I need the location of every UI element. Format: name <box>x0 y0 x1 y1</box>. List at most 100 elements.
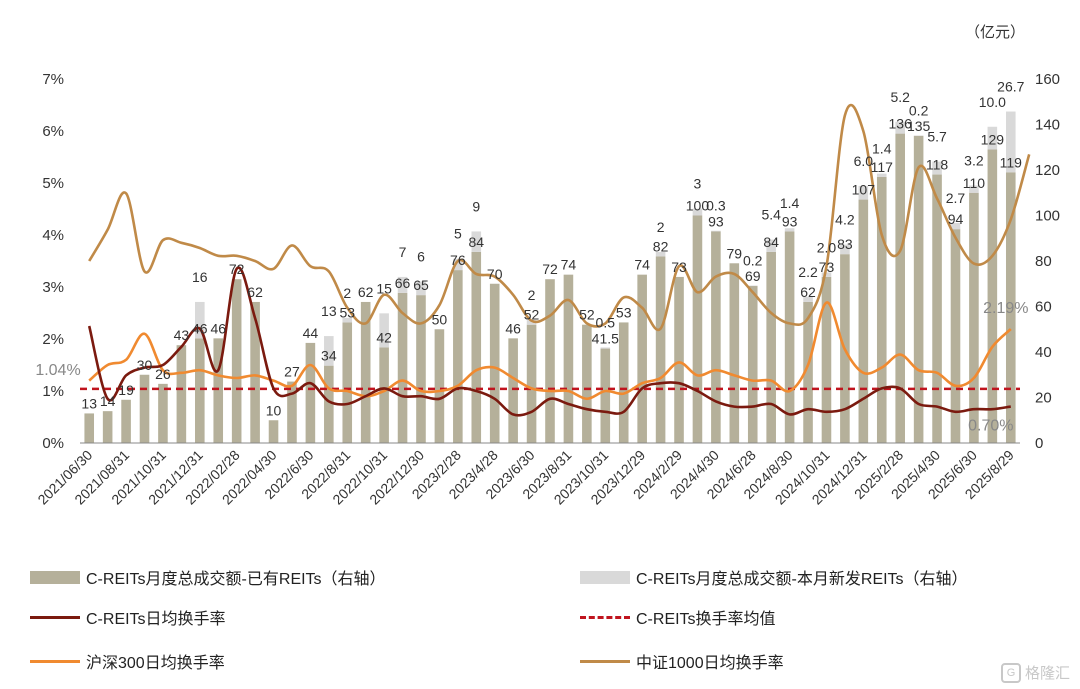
bar-label-existing: 100 <box>686 198 710 214</box>
bar-label-new: 26.7 <box>997 79 1024 95</box>
bar-existing <box>545 279 555 443</box>
bar-existing <box>471 251 482 443</box>
bar-label-existing: 93 <box>782 213 798 229</box>
bar-existing <box>176 345 187 443</box>
y-left-tick-label: 4% <box>42 227 64 244</box>
bar-new <box>324 336 334 366</box>
y-left-tick-label: 1% <box>42 383 64 400</box>
bar-label-existing: 93 <box>708 213 724 229</box>
bar-existing <box>969 192 979 443</box>
bar-label-new: 1.4 <box>780 195 800 211</box>
bar-label-existing: 107 <box>852 182 876 198</box>
bar-label-existing: 62 <box>247 284 263 300</box>
bar-label-existing: 119 <box>1000 154 1023 170</box>
bar-existing <box>987 149 998 443</box>
bar-label-existing: 53 <box>339 304 355 320</box>
legend-label-new: C-REITs月度总成交额-本月新发REITs（右轴） <box>636 571 968 588</box>
bar-existing <box>729 263 740 443</box>
y-right-tick-label: 80 <box>1035 253 1052 270</box>
bar-label-existing: 94 <box>948 211 964 227</box>
bar-existing <box>858 199 869 443</box>
legend-swatch-mean <box>580 615 630 619</box>
bar-label-new: 1.4 <box>872 141 892 157</box>
legend-swatch-new <box>580 570 630 584</box>
bar-existing <box>379 347 389 443</box>
bar-label-existing: 27 <box>284 364 300 380</box>
y-right-tick-label: 140 <box>1035 117 1060 134</box>
y-right-tick-label: 40 <box>1035 344 1052 361</box>
bar-label-new: 10.0 <box>979 94 1006 110</box>
bar-label-existing: 46 <box>505 320 521 336</box>
y-right-unit: （亿元） <box>965 24 1025 41</box>
bar-label-new: 0.2 <box>743 253 763 269</box>
bar-label-existing: 26 <box>155 366 171 382</box>
bar-label-existing: 110 <box>963 175 986 191</box>
bar-existing <box>213 338 224 443</box>
bar-label-new: 4.2 <box>835 212 855 228</box>
legend-mean: C-REITs换手率均值 <box>580 597 776 637</box>
bar-existing <box>618 322 629 443</box>
bar-label-existing: 69 <box>745 268 761 284</box>
bar-new <box>1005 111 1016 173</box>
bar-existing <box>876 176 887 443</box>
bar-existing <box>158 383 168 443</box>
bar-label-existing: 52 <box>579 307 595 323</box>
bar-existing <box>489 283 500 443</box>
bar-label-existing: 52 <box>524 307 540 323</box>
bar-label-existing: 62 <box>358 284 374 300</box>
bar-label-existing: 66 <box>395 275 411 291</box>
legend-label-csi1000: 中证1000日均换手率 <box>636 655 784 672</box>
y-right-tick-label: 100 <box>1035 208 1060 225</box>
bar-new <box>416 281 426 296</box>
bar-label-new: 2.2 <box>798 264 818 280</box>
y-right-tick-label: 0 <box>1035 435 1043 452</box>
bar-new <box>840 244 850 255</box>
bar-label-existing: 30 <box>137 357 153 373</box>
bar-new <box>858 185 869 200</box>
bar-label-new: 2 <box>657 219 665 235</box>
legend-creits: C-REITs日均换手率 <box>30 597 226 637</box>
bar-existing <box>821 276 832 443</box>
bar-label-new: 2 <box>528 287 536 303</box>
bar-new <box>895 121 905 134</box>
legend-swatch-existing <box>30 570 80 584</box>
bar-label-existing: 65 <box>413 277 429 293</box>
line-hs300 <box>88 301 1012 401</box>
legend-swatch-csi1000 <box>580 659 630 663</box>
bar-existing <box>397 292 408 443</box>
bar-label-existing: 135 <box>907 118 931 134</box>
legend-label-hs300: 沪深300日均换手率 <box>86 655 225 672</box>
bar-label-existing: 50 <box>432 311 448 327</box>
bar-existing <box>416 295 426 443</box>
bar-label-new: 7 <box>399 244 407 260</box>
bar-new <box>397 276 408 293</box>
bar-label-existing: 84 <box>468 234 484 250</box>
watermark: G 格隆汇 <box>1000 662 1070 683</box>
bar-new <box>821 272 832 277</box>
bar-existing <box>950 229 961 443</box>
bar-label-new: 3 <box>694 176 702 192</box>
y-left-tick-label: 0% <box>42 435 64 452</box>
bars-layer <box>84 111 1016 444</box>
bar-label-existing: 62 <box>800 284 816 300</box>
bar-label-existing: 41.5 <box>592 331 619 347</box>
bar-existing <box>287 381 297 443</box>
bar-existing <box>139 374 150 443</box>
bar-existing <box>342 322 353 443</box>
legend-existing: C-REITs月度总成交额-已有REITs（右轴） <box>30 557 386 597</box>
bar-new <box>950 223 961 230</box>
bar-label-new: 5.7 <box>927 129 947 145</box>
bar-existing <box>913 135 924 443</box>
bar-label-new: 5 <box>454 226 462 242</box>
bar-label-existing: 74 <box>561 257 577 273</box>
legend-label-creits: C-REITs日均换手率 <box>86 611 226 628</box>
bar-existing <box>121 399 131 443</box>
bar-existing <box>305 342 316 443</box>
bar-existing <box>526 324 537 443</box>
bar-existing <box>102 411 113 443</box>
bar-existing <box>360 301 371 443</box>
bar-existing <box>803 301 813 443</box>
bar-label-new: 0.2 <box>909 102 929 118</box>
bar-label-existing: 72 <box>229 261 245 277</box>
bar-label-new: 3.2 <box>964 152 984 168</box>
